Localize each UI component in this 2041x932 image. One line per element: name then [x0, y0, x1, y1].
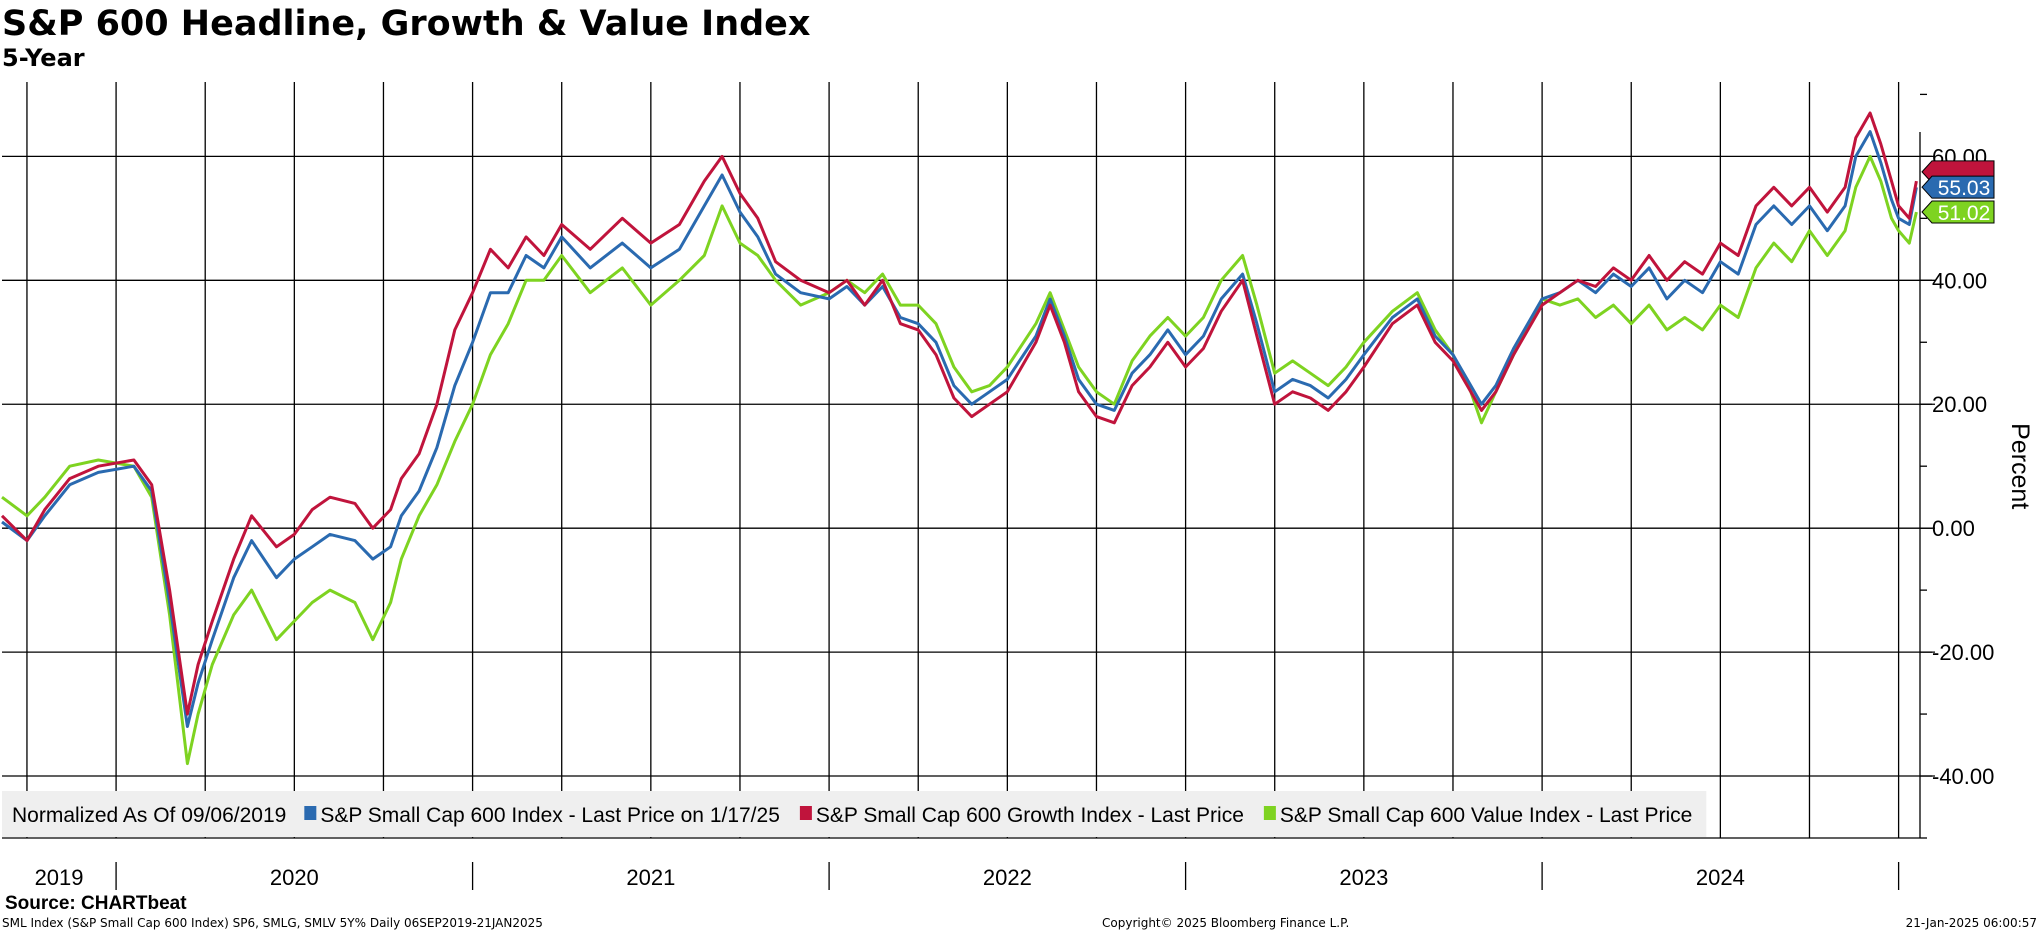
- last-value-tag-shape: [1921, 200, 1995, 224]
- year-label: 2024: [1696, 865, 1745, 890]
- y-tick-label: 0.00: [1932, 516, 1975, 541]
- gridlines: [2, 82, 1935, 838]
- legend-swatch-growth: [799, 806, 812, 820]
- year-label: 2020: [270, 865, 319, 890]
- legend-item-growth: S&P Small Cap 600 Growth Index - Last Pr…: [816, 804, 1244, 827]
- last-value-tag-shape: [1921, 175, 1995, 199]
- legend-prefix: Normalized As Of 09/06/2019: [12, 804, 286, 827]
- series-lines: [0, 111, 1918, 766]
- x-axis: 2019 2020 2021 2022 2023 2024: [2, 837, 1920, 890]
- legend: Normalized As Of 09/06/2019 S&P Small Cap…: [2, 791, 1707, 837]
- last-value-tag-value: 51.02: [1921, 200, 1995, 225]
- copyright: Copyright© 2025 Bloomberg Finance L.P.: [1102, 916, 1350, 930]
- last-value-tag-headline: 55.03: [1921, 175, 1995, 200]
- series-line-value: [1, 154, 1918, 766]
- year-label: 2021: [626, 865, 675, 890]
- legend-swatch-headline: [304, 806, 317, 820]
- y-tick-label: 40.00: [1932, 268, 1987, 293]
- timestamp: 21-Jan-2025 06:00:57: [1905, 916, 2037, 930]
- legend-swatch-value: [1263, 806, 1276, 820]
- last-value-text: 51.02: [1938, 202, 1991, 225]
- year-label: 2019: [35, 865, 84, 890]
- y-tick-label: -40.00: [1932, 764, 1994, 789]
- legend-item-value: S&P Small Cap 600 Value Index - Last Pri…: [1280, 804, 1692, 827]
- y-tick-label: 20.00: [1932, 392, 1987, 417]
- year-label: 2023: [1339, 865, 1388, 890]
- chart-subtitle: 5-Year: [2, 44, 85, 72]
- ticker-info: SML Index (S&P Small Cap 600 Index) SP6,…: [2, 916, 543, 930]
- year-label: 2022: [983, 865, 1032, 890]
- series-line-headline: [1, 130, 1918, 728]
- legend-item-headline: S&P Small Cap 600 Index - Last Price on …: [320, 804, 780, 827]
- last-value-text: 55.03: [1938, 177, 1991, 200]
- chart-title: S&P 600 Headline, Growth & Value Index: [2, 4, 811, 44]
- series-line-growth: [0, 111, 1918, 716]
- legend-background: [2, 791, 1707, 837]
- source-note: Source: CHARTbeat: [5, 893, 187, 914]
- y-tick-label: -20.00: [1932, 640, 1994, 665]
- y-axis-label: Percent: [2006, 423, 2034, 509]
